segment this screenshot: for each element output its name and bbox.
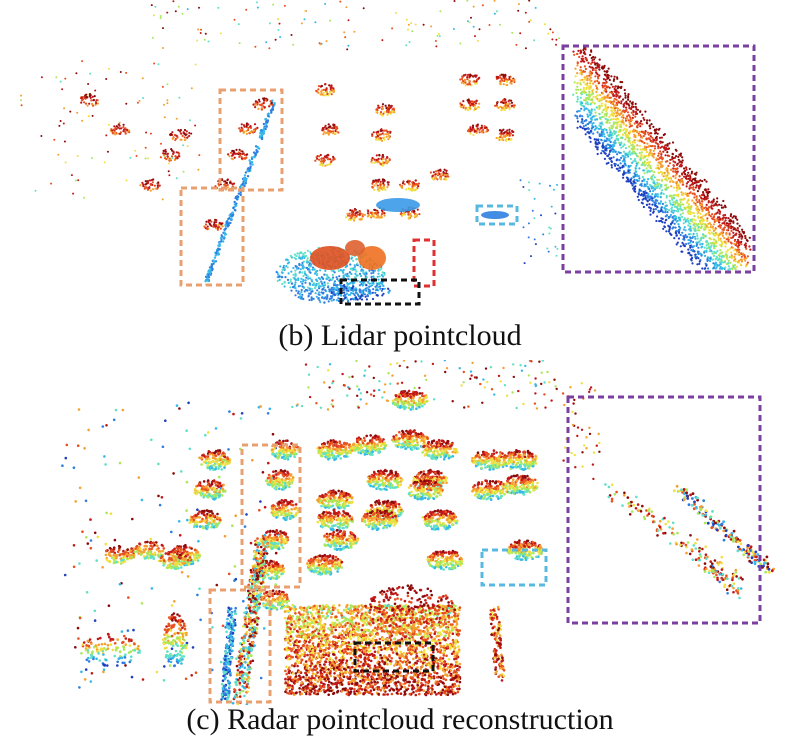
highlight-box-purple <box>561 44 756 274</box>
car-shape <box>345 240 365 256</box>
lidar-pointcloud-image <box>20 0 756 306</box>
car-shape <box>358 246 386 270</box>
car-shape <box>376 198 420 212</box>
radar-panel <box>0 360 800 705</box>
highlight-box-orange <box>208 588 272 704</box>
highlight-box-orange <box>179 186 245 287</box>
highlight-box-black <box>353 641 435 673</box>
highlight-box-cyan <box>475 204 519 226</box>
highlight-box-orange <box>218 88 284 192</box>
highlight-box-red <box>412 238 436 288</box>
lidar-caption: (b) Lidar pointcloud <box>278 319 522 352</box>
highlight-box-cyan <box>480 548 548 587</box>
highlight-box-black <box>339 278 421 306</box>
radar-pointcloud-image <box>61 360 775 705</box>
radar-caption: (c) Radar pointcloud reconstruction <box>186 703 614 736</box>
lidar-panel <box>0 0 800 318</box>
highlight-box-purple <box>566 395 762 625</box>
car-shape <box>481 211 509 219</box>
car-shape <box>310 246 350 270</box>
